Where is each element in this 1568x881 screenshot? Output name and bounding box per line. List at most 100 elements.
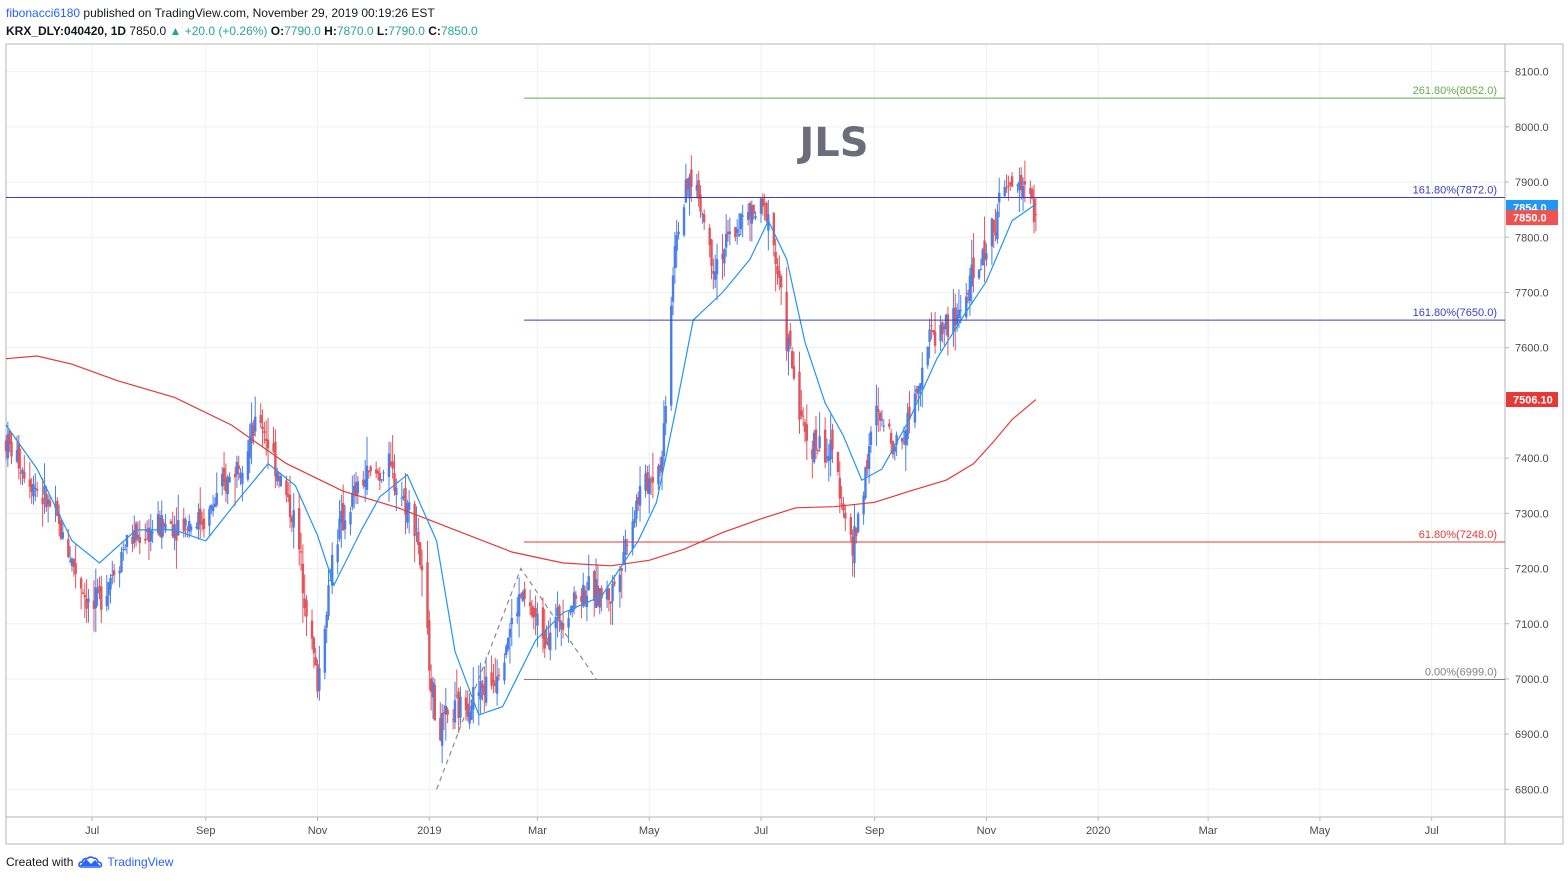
candle-body (713, 271, 717, 280)
candle-body (23, 471, 26, 479)
candle-body (569, 610, 572, 613)
candle-body (699, 194, 702, 212)
candle-body (686, 178, 689, 190)
candle-body (446, 709, 449, 715)
candle-body (30, 483, 33, 493)
candle-body (701, 213, 704, 215)
candle-body (517, 594, 521, 617)
candle-body (842, 504, 845, 511)
candle-body (105, 595, 108, 607)
candle-body (574, 595, 578, 599)
candle-body (648, 478, 651, 494)
candle-body (838, 477, 841, 499)
low-label: L: (376, 24, 389, 38)
candle-body (954, 307, 957, 326)
candle-body (287, 494, 290, 497)
candle-body (506, 637, 510, 650)
candle-body (246, 451, 250, 480)
candle-body (979, 269, 983, 271)
candle-body (494, 682, 497, 687)
candle-body (519, 594, 523, 596)
candle-body (407, 502, 411, 510)
candle-body (690, 169, 693, 188)
candle-body (318, 667, 321, 691)
candle-body (697, 180, 700, 199)
candle-body (633, 518, 636, 524)
candle-body (200, 521, 204, 525)
candle-body (15, 450, 19, 462)
candle-body (312, 637, 316, 654)
candle-body (495, 676, 499, 694)
candle-body (395, 487, 398, 495)
candle-body (237, 465, 240, 470)
fib-level-label: 0.00%(6999.0) (1425, 667, 1497, 679)
candle-body (189, 526, 193, 531)
candle-body (567, 618, 570, 628)
candle-body (823, 429, 827, 463)
candle-body (158, 517, 162, 536)
candle-body (305, 600, 308, 617)
candle-body (739, 213, 743, 230)
y-tick-label: 7900.0 (1515, 177, 1549, 189)
candle-body (811, 449, 814, 459)
candle-body (737, 234, 741, 236)
candle-body (367, 470, 371, 473)
candle-body (341, 503, 345, 531)
candle-body (829, 439, 832, 460)
x-tick-label: Jul (754, 825, 768, 837)
candle-body (959, 310, 962, 312)
candle-body (996, 211, 999, 240)
candle-body (349, 512, 352, 525)
fib-level-label: 161.80%(7872.0) (1413, 184, 1497, 196)
candle-body (933, 331, 937, 346)
candle-body (763, 202, 766, 205)
candle-body (352, 485, 356, 493)
author-link[interactable]: fibonacci6180 (6, 6, 81, 20)
candle-body (558, 605, 561, 622)
candle-body (620, 568, 623, 571)
candle-body (644, 473, 647, 491)
y-tick-label: 7200.0 (1515, 564, 1549, 576)
candle-body (966, 293, 970, 295)
y-tick-label: 7400.0 (1515, 453, 1549, 465)
candle-body (708, 227, 711, 246)
candle-body (543, 630, 546, 649)
symbol-label[interactable]: KRX_DLY:040420, 1D (6, 24, 127, 38)
candle-body (382, 472, 385, 474)
candle-body (587, 576, 590, 591)
candle-body (363, 479, 367, 487)
candle-body (43, 485, 46, 495)
tradingview-link[interactable]: TradingView (107, 855, 174, 869)
tradingview-cloud-icon[interactable] (77, 854, 103, 870)
candle-body (580, 596, 583, 602)
candle-body (932, 329, 935, 333)
candle-body (215, 492, 218, 506)
candle-body (803, 422, 807, 432)
candle-body (279, 476, 283, 486)
candle-body (752, 204, 755, 214)
candle-body (534, 608, 537, 617)
candle-body (831, 429, 834, 450)
candle-body (624, 539, 627, 556)
candle-body (1018, 181, 1021, 191)
candle-body (618, 574, 622, 592)
candle-body (904, 430, 907, 446)
candle-body (613, 581, 616, 585)
y-tick-label: 7600.0 (1515, 343, 1549, 355)
candle-body (288, 494, 292, 518)
candle-body (1009, 182, 1012, 185)
candle-body (939, 324, 942, 342)
candles (4, 155, 1038, 764)
y-tick-label: 8100.0 (1515, 67, 1549, 79)
price-tag-box (1506, 392, 1558, 408)
candle-body (638, 485, 642, 506)
candle-body (921, 367, 924, 389)
candle-body (481, 683, 484, 689)
candle-body (111, 574, 114, 576)
candle-body (880, 418, 884, 421)
candle-body (439, 717, 442, 741)
candle-body (303, 598, 306, 608)
candle-body (277, 476, 281, 481)
candle-body (134, 523, 138, 541)
